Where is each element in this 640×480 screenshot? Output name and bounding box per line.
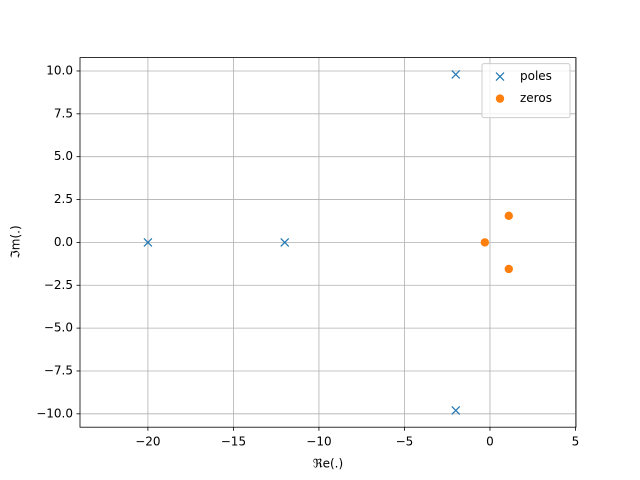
y-tick-label: 2.5 [54, 192, 73, 206]
y-axis-label: ℑm(.) [9, 225, 23, 258]
y-tick-label: −2.5 [44, 278, 73, 292]
x-tick-label: −20 [135, 435, 160, 449]
point [480, 238, 490, 247]
point [451, 405, 461, 415]
legend-marker [495, 72, 505, 82]
x-tick-label: −10 [306, 435, 331, 449]
legend-marker [495, 94, 505, 103]
y-tick-label: 5.0 [54, 149, 73, 163]
point [143, 237, 153, 247]
x-tick-label: 0 [486, 435, 494, 449]
y-tick-label: 7.5 [54, 106, 73, 120]
legend-label: poles [520, 69, 552, 83]
x-axis-label: ℜe(.) [313, 457, 343, 471]
y-tick-label: −7.5 [44, 363, 73, 377]
y-tick-label: −10.0 [36, 406, 73, 420]
x-tick-label: 5 [572, 435, 580, 449]
x-tick-label: −15 [221, 435, 246, 449]
plot-frame [79, 57, 577, 428]
point [504, 264, 513, 274]
y-tick-label: 0.0 [54, 235, 73, 249]
y-tick-label: 10.0 [46, 63, 73, 77]
point [451, 69, 461, 79]
legend-box [481, 63, 571, 119]
x-tick-label: −5 [396, 435, 414, 449]
point [504, 211, 513, 221]
y-tick-label: −5.0 [44, 321, 73, 335]
point [280, 237, 290, 247]
legend-label: zeros [520, 91, 552, 105]
